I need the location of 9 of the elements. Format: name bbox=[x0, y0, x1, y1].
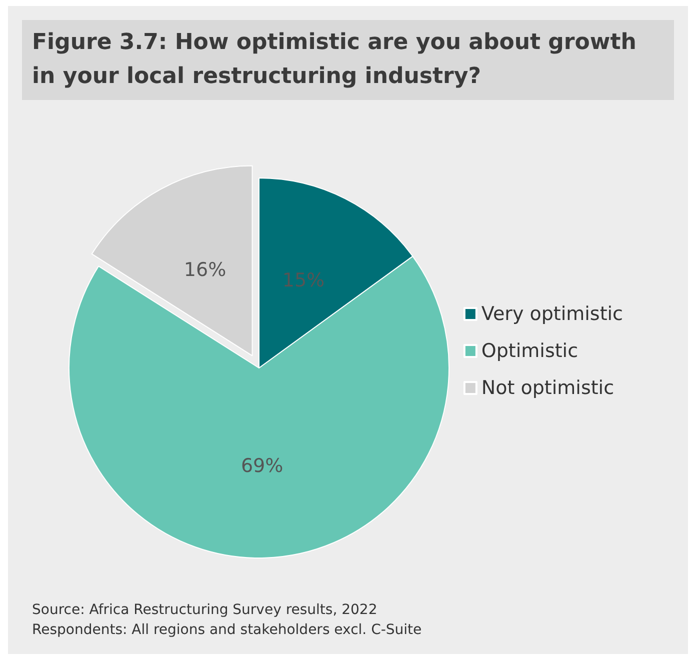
legend-label: Optimistic bbox=[481, 340, 578, 362]
source-note: Source: Africa Restructuring Survey results, 2022 bbox=[32, 601, 378, 620]
legend-label: Very optimistic bbox=[481, 303, 624, 325]
data-label: 16% bbox=[184, 258, 226, 281]
data-label: 69% bbox=[240, 454, 284, 477]
data-label: 15% bbox=[282, 270, 325, 292]
chart-title: Figure 3.7: How optimistic are you about growth in your local restructuring industry? bbox=[22, 20, 674, 100]
legend-label: Not optimistic bbox=[481, 377, 614, 399]
text: Respondents: All regions and stakeholders excl. C-Suite bbox=[32, 621, 422, 640]
